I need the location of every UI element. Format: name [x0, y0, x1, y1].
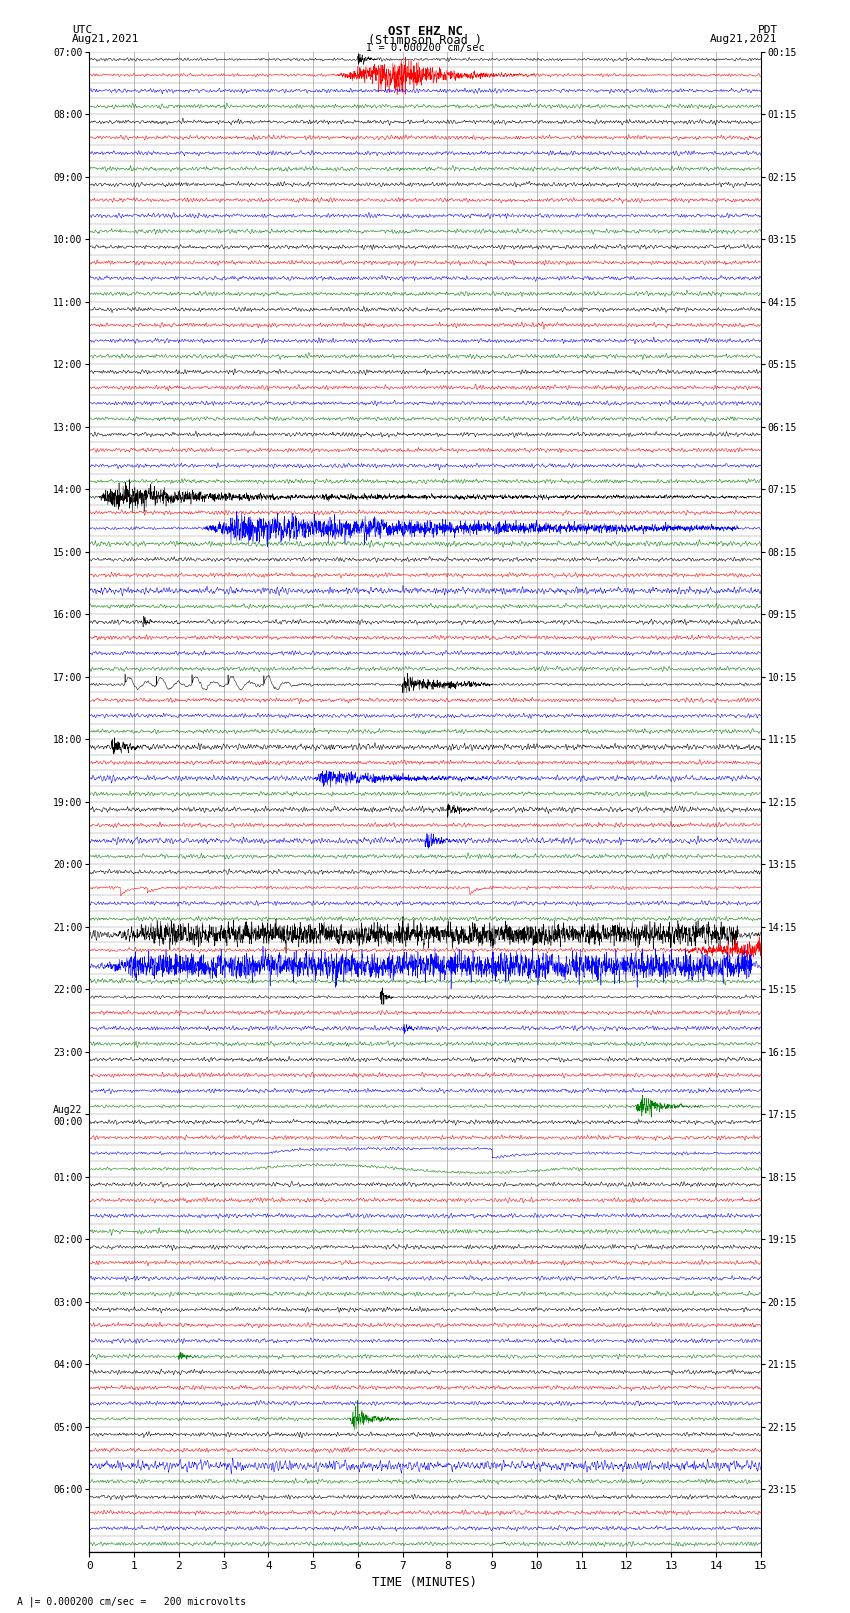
- Text: UTC: UTC: [72, 24, 93, 35]
- Text: (Stimpson Road ): (Stimpson Road ): [368, 34, 482, 47]
- Text: I = 0.000200 cm/sec: I = 0.000200 cm/sec: [366, 44, 484, 53]
- Text: Aug21,2021: Aug21,2021: [72, 34, 139, 44]
- Text: OST EHZ NC: OST EHZ NC: [388, 24, 462, 39]
- Text: A |= 0.000200 cm/sec =   200 microvolts: A |= 0.000200 cm/sec = 200 microvolts: [17, 1595, 246, 1607]
- Text: Aug21,2021: Aug21,2021: [711, 34, 778, 44]
- X-axis label: TIME (MINUTES): TIME (MINUTES): [372, 1576, 478, 1589]
- Text: PDT: PDT: [757, 24, 778, 35]
